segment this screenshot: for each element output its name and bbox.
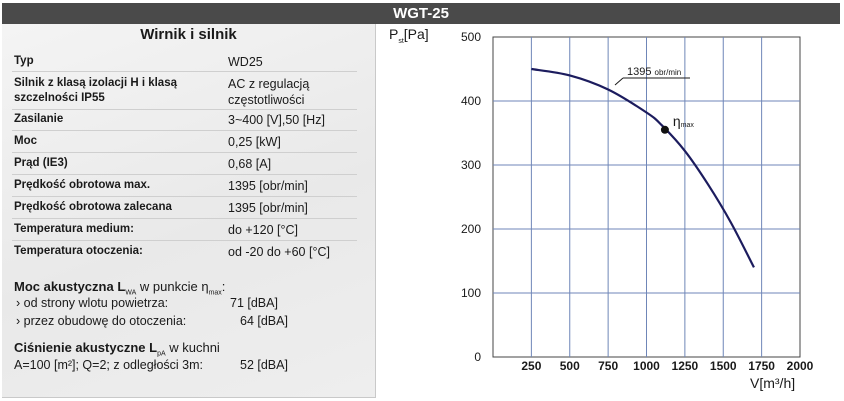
acoustic-pressure-line: A=100 [m²]; Q=2; z odległości 3m: 52 [dB… xyxy=(14,358,288,372)
specs-title: Wirnik i silnik xyxy=(140,26,237,43)
spec-value: WD25 xyxy=(228,55,263,69)
spec-label: Temperatura medium: xyxy=(14,223,134,235)
spec-label: Silnik z klasą izolacji H i klasą szczel… xyxy=(14,77,177,104)
spec-label: Moc xyxy=(14,135,37,147)
divider xyxy=(12,130,357,131)
divider xyxy=(12,240,357,241)
divider xyxy=(12,152,357,153)
spec-value: od -20 do +60 [°C] xyxy=(228,245,330,259)
page-title: WGT-25 xyxy=(2,3,840,24)
divider xyxy=(12,71,357,72)
spec-label: Typ xyxy=(14,55,34,67)
acoustic-power-title: Moc akustyczna LWA w punkcie ηmax: xyxy=(14,279,226,297)
divider xyxy=(12,174,357,175)
spec-label: Zasilanie xyxy=(14,113,64,125)
spec-value: AC z regulacją częstotliwości xyxy=(228,77,310,107)
chart-panel xyxy=(376,24,840,397)
x-axis-label: V[m³/h] xyxy=(750,375,796,391)
acoustic-pressure-title: Ciśnienie akustyczne LpA w kuchni xyxy=(14,340,220,358)
divider xyxy=(12,196,357,197)
spec-value: 0,68 [A] xyxy=(228,157,272,171)
spec-value: 0,25 [kW] xyxy=(228,135,281,149)
y-axis-label: Pst[Pa] xyxy=(389,26,429,45)
divider xyxy=(12,218,357,219)
spec-label: Prędkość obrotowa max. xyxy=(14,179,151,191)
spec-value: do +120 [°C] xyxy=(228,223,298,237)
spec-label: Prąd (IE3) xyxy=(14,157,68,169)
spec-label: Prędkość obrotowa zalecana xyxy=(14,201,172,213)
spec-value: 1395 [obr/min] xyxy=(228,179,308,193)
divider xyxy=(12,109,357,110)
spec-value: 1395 [obr/min] xyxy=(228,201,308,215)
specs-panel: Wirnik i silnik Typ WD25 Silnik z klasą … xyxy=(2,24,376,398)
spec-value: 3~400 [V],50 [Hz] xyxy=(228,113,325,127)
acoustic-power-casing: › przez obudowę do otoczenia: 64 [dBA] xyxy=(16,314,288,328)
acoustic-power-inlet: › od strony wlotu powietrza: 71 [dBA] xyxy=(16,296,278,310)
spec-label: Temperatura otoczenia: xyxy=(14,245,143,257)
